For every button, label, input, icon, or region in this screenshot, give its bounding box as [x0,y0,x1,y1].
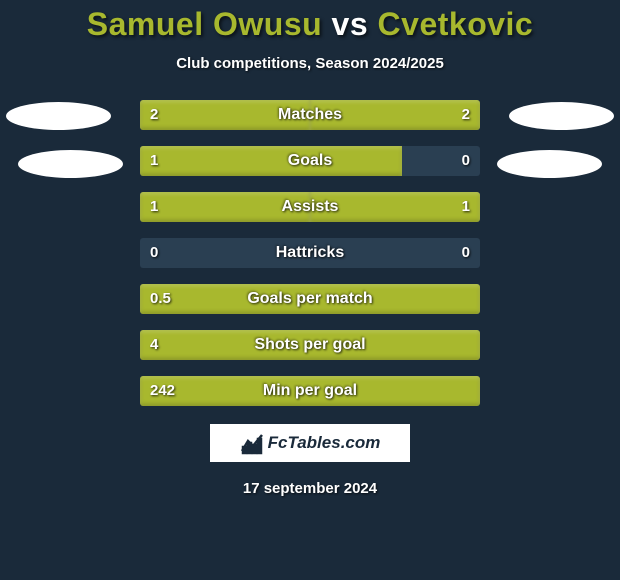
stat-row: 4Shots per goal [140,330,480,360]
stat-bars-container: 22Matches 10Goals 11Assists 00Hattricks 0.5G… [140,100,480,422]
stat-label: Goals [140,146,480,176]
vs-text: vs [332,6,369,42]
stat-label: Hattricks [140,238,480,268]
stat-row: 00Hattricks [140,238,480,268]
stat-label: Min per goal [140,376,480,406]
date-text: 17 september 2024 [0,480,620,497]
stat-row: 0.5Goals per match [140,284,480,314]
player2-name: Cvetkovic [378,6,534,42]
player1-avatar-placeholder [6,102,111,130]
stat-label: Matches [140,100,480,130]
player2-avatar-placeholder [509,102,614,130]
stat-label: Assists [140,192,480,222]
comparison-title: Samuel Owusu vs Cvetkovic [0,0,620,43]
stat-row: 22Matches [140,100,480,130]
stat-row: 11Assists [140,192,480,222]
stat-row: 242Min per goal [140,376,480,406]
player2-team-placeholder [497,150,602,178]
stat-label: Goals per match [140,284,480,314]
subtitle: Club competitions, Season 2024/2025 [0,55,620,72]
brand-badge: FcTables.com [210,424,410,462]
brand-text: FcTables.com [268,433,381,453]
player1-name: Samuel Owusu [87,6,322,42]
stat-row: 10Goals [140,146,480,176]
stats-area: 22Matches 10Goals 11Assists 00Hattricks 0.5G… [0,100,620,410]
player1-team-placeholder [18,150,123,178]
chart-icon [240,431,264,455]
stat-label: Shots per goal [140,330,480,360]
